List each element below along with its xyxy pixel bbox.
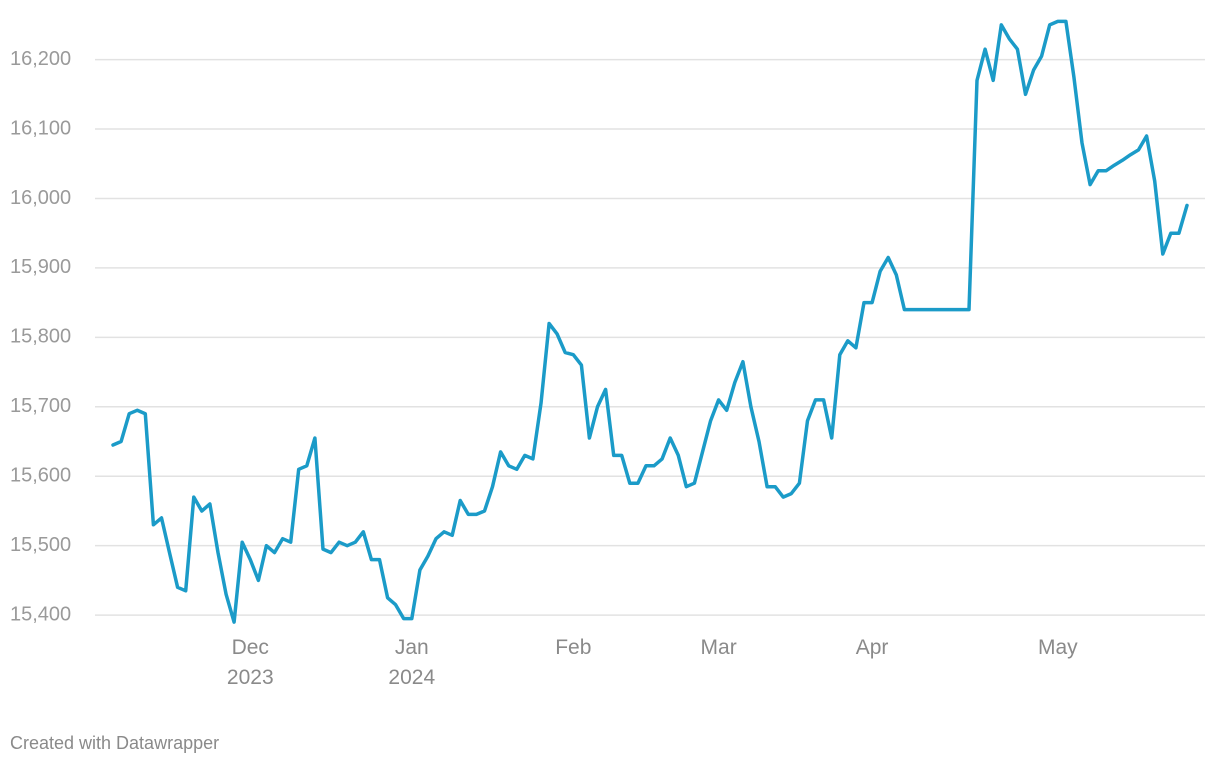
y-tick-label: 15,900 [10,256,71,278]
y-tick-label: 15,400 [10,603,71,625]
price-line [111,19,1189,624]
source-note: Created with Datawrapper [10,733,220,753]
y-tick-label: 15,800 [10,326,71,348]
x-tick-label: Jan 2024 [388,636,436,689]
y-tick-label: 16,100 [10,117,71,139]
y-tick-label: 16,200 [10,48,71,70]
x-tick-label: Feb [555,636,592,659]
x-tick-label: Apr [855,636,889,659]
x-tick-label: Mar [700,636,737,659]
y-tick-label: 15,500 [10,534,71,556]
y-tick-label: 15,600 [10,465,71,487]
y-tick-label: 16,000 [10,187,71,209]
x-tick-label: May [1037,636,1078,659]
x-tick-label: Dec 2023 [226,636,274,689]
y-tick-label: 15,700 [10,395,71,417]
